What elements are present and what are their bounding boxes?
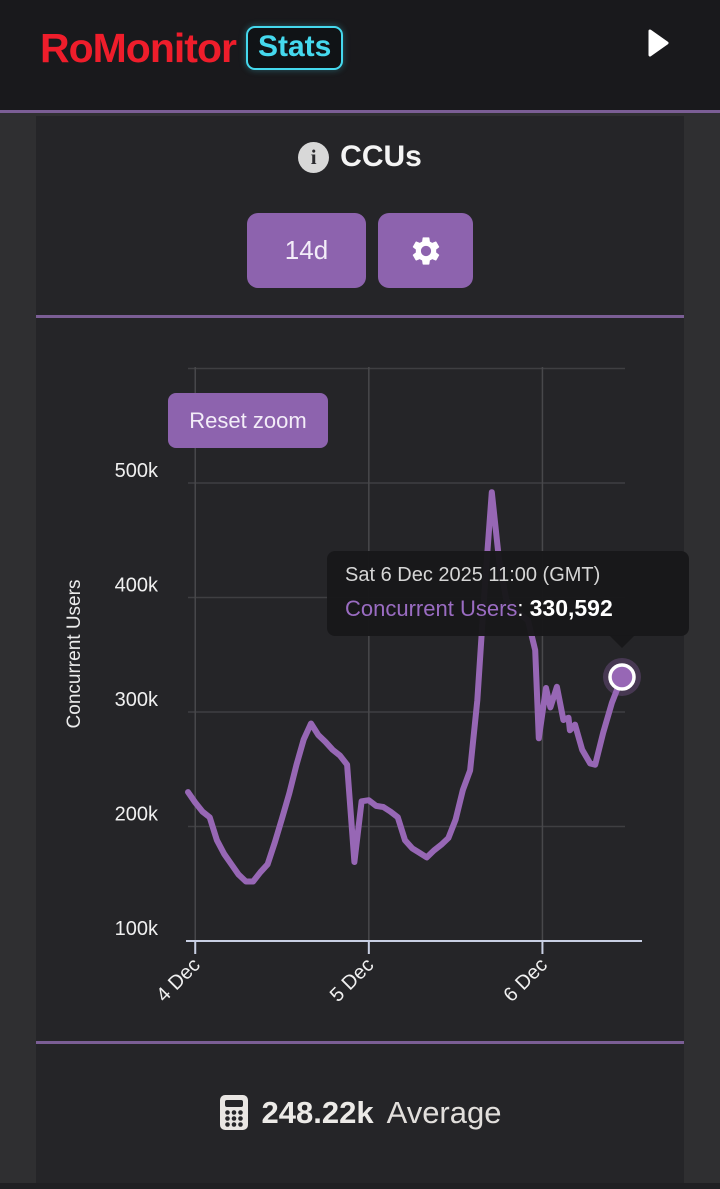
tooltip-value: 330,592 [529, 595, 613, 621]
info-icon[interactable]: i [298, 141, 330, 173]
panel-title: CCUs [340, 140, 422, 173]
divider [36, 315, 684, 318]
chevron-right-icon [648, 29, 669, 57]
tooltip-datetime: Sat 6 Dec 2025 11:00 (GMT) [345, 564, 601, 586]
menu-expand-button[interactable] [648, 29, 670, 57]
chart-settings-button[interactable] [378, 213, 473, 288]
logo-text: RoMonitor [40, 24, 237, 71]
romonitor-logo[interactable]: RoMonitor Stats [40, 24, 344, 71]
range-14d-button[interactable]: 14d [247, 213, 366, 288]
average-label: Average [386, 1094, 502, 1130]
app-header: RoMonitor Stats [0, 0, 720, 113]
average-row: 248.22k Average [0, 1094, 720, 1131]
stats-badge: Stats [245, 26, 344, 70]
panel-title-row: i CCUs [0, 140, 720, 174]
reset-zoom-button[interactable]: Reset zoom [168, 393, 328, 448]
divider [36, 1041, 684, 1044]
page-bottom-strip [0, 1183, 720, 1189]
chart-tooltip: Sat 6 Dec 2025 11:00 (GMT) Concurrent Us… [327, 551, 689, 648]
tooltip-body: Concurrent Users: 330,592 [345, 595, 671, 622]
tooltip-separator: : [517, 596, 530, 621]
average-value: 248.22k [261, 1094, 374, 1130]
chart-controls: 14d [0, 213, 720, 288]
gear-icon [412, 236, 439, 265]
tooltip-series-label: Concurrent Users [345, 596, 518, 621]
calculator-icon [219, 1095, 248, 1130]
